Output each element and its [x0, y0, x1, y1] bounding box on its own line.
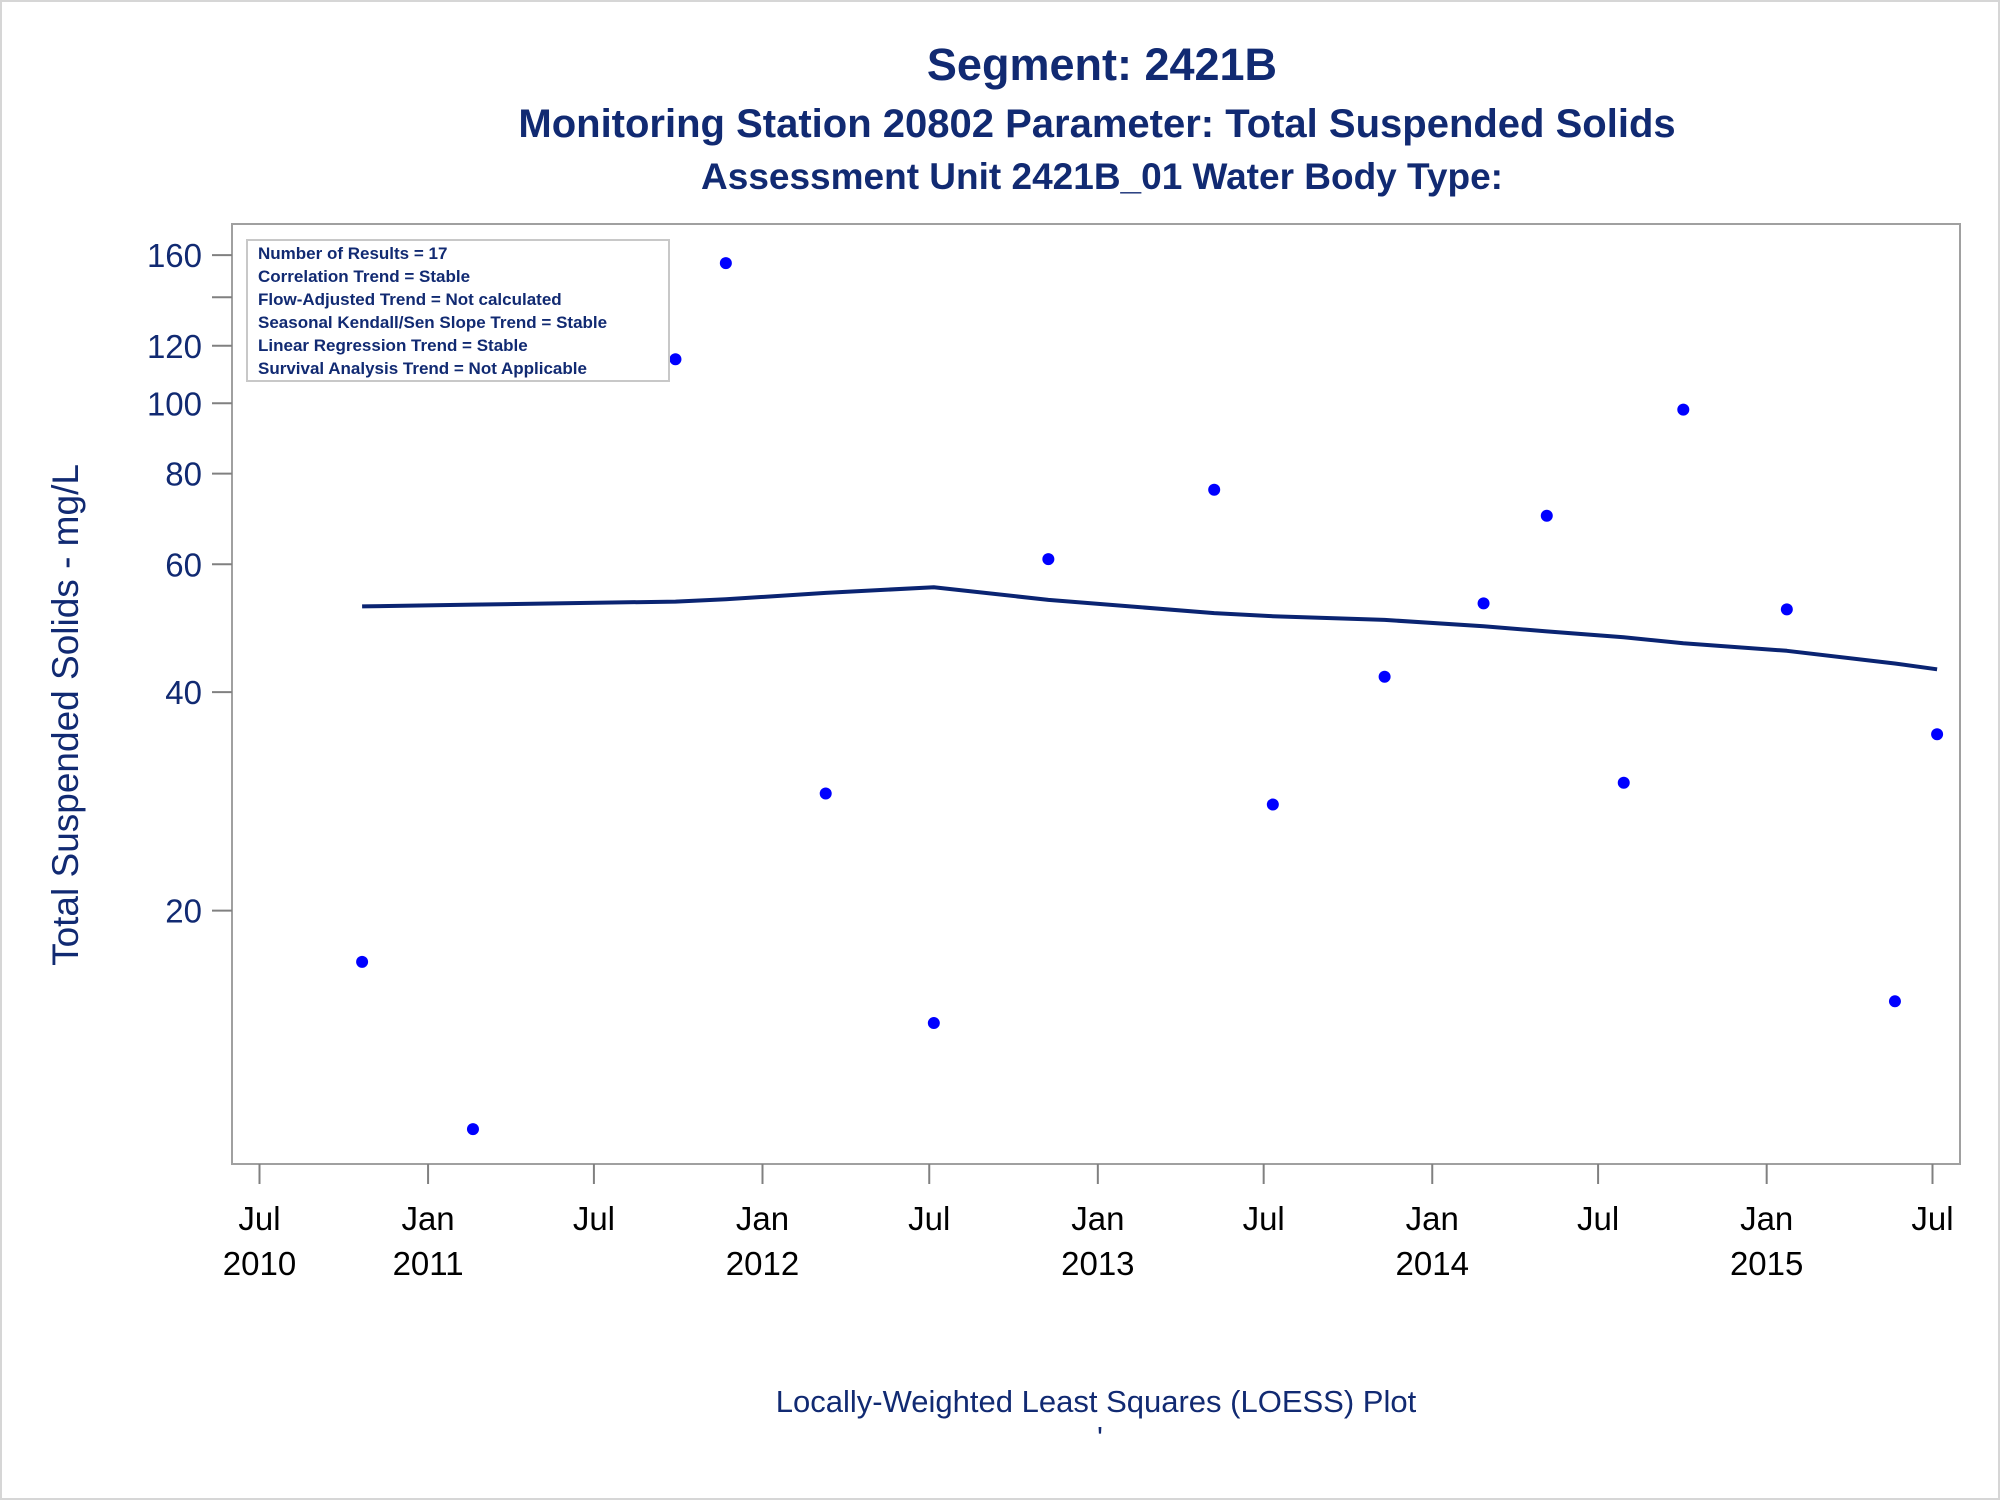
y-axis: 20 40 60 80 100 120 160	[147, 237, 232, 930]
data-point-9	[1378, 670, 1391, 683]
loess-line	[362, 585, 1938, 672]
y-axis-label: Total Suspended Solids - mg/L	[45, 464, 86, 966]
y-tick-label-7: 160	[147, 237, 202, 274]
data-point-14	[1780, 603, 1793, 616]
stats-line-correlation: Correlation Trend = Stable	[258, 267, 470, 286]
stats-line-survival: Survival Analysis Trend = Not Applicable	[258, 359, 587, 378]
data-point-5	[927, 1017, 940, 1030]
data-point-15	[1888, 995, 1901, 1008]
stats-line-linear-regression: Linear Regression Trend = Stable	[258, 336, 528, 355]
data-point-1	[466, 1123, 479, 1136]
data-point-11	[1540, 509, 1553, 522]
data-point-6	[1042, 553, 1055, 566]
x-tick-year-label-5: 2013	[1061, 1245, 1134, 1282]
y-tick-label-1: 40	[165, 674, 202, 711]
stats-line-results: Number of Results = 17	[258, 244, 447, 263]
chart-title: Segment: 2421B	[927, 39, 1277, 90]
plot-area	[231, 223, 1961, 1165]
y-tick-label-2: 60	[165, 546, 202, 583]
data-point-7	[1208, 483, 1221, 496]
x-tick-label-9: Jan	[1740, 1200, 1793, 1237]
y-tick-label-5: 120	[147, 328, 202, 365]
x-tick-year-label-1: 2011	[393, 1245, 464, 1282]
x-tick-label-8: Jul	[1577, 1200, 1619, 1237]
data-point-12	[1617, 776, 1630, 789]
chart-subtitle: Monitoring Station 20802 Parameter: Tota…	[518, 102, 1675, 146]
x-axis: Jul 2010 Jan 2011 Jul Jan 2012 Jul Jan 2013 Jul Jan…	[223, 1164, 1954, 1282]
x-tick-label-3: Jan	[736, 1200, 789, 1237]
y-tick-label-3: 80	[165, 456, 202, 493]
y-tick-label-4: 100	[147, 385, 202, 422]
x-tick-label-2: Jul	[573, 1200, 615, 1237]
stats-box-border	[246, 239, 670, 382]
stats-line-flow-adjusted: Flow-Adjusted Trend = Not calculated	[258, 290, 562, 309]
data-point-2	[669, 353, 682, 366]
x-tick-label-1: Jan	[401, 1200, 454, 1237]
stats-box: Number of Results = 17 Correlation Trend…	[246, 239, 670, 382]
x-tick-label-4: Jul	[908, 1200, 950, 1237]
x-tick-year-label-7: 2014	[1396, 1245, 1469, 1282]
y-tick-label-0: 20	[165, 893, 202, 930]
data-point-10	[1477, 597, 1490, 610]
x-tick-label-6: Jul	[1243, 1200, 1285, 1237]
data-point-0	[356, 955, 369, 968]
data-point-16	[1931, 728, 1944, 741]
data-point-8	[1266, 798, 1279, 811]
x-tick-year-label-3: 2012	[726, 1245, 799, 1282]
x-tick-year-label-9: 2015	[1730, 1245, 1803, 1282]
data-point-3	[719, 257, 732, 270]
footnote-mark: '	[1097, 1420, 1103, 1455]
x-tick-label-10: Jul	[1911, 1200, 1953, 1237]
x-tick-label-5: Jan	[1071, 1200, 1124, 1237]
x-tick-label-0: Jul	[238, 1200, 280, 1237]
series-layer	[356, 257, 1944, 1136]
chart-subtitle-2: Assessment Unit 2421B_01 Water Body Type…	[701, 156, 1503, 197]
data-point-13	[1677, 403, 1690, 416]
stats-line-seasonal-kendall: Seasonal Kendall/Sen Slope Trend = Stabl…	[258, 313, 607, 332]
x-tick-label-7: Jan	[1406, 1200, 1459, 1237]
chart-footnote: Locally-Weighted Least Squares (LOESS) P…	[776, 1384, 1417, 1419]
x-tick-year-label-0: 2010	[223, 1245, 296, 1282]
data-point-4	[819, 787, 832, 800]
